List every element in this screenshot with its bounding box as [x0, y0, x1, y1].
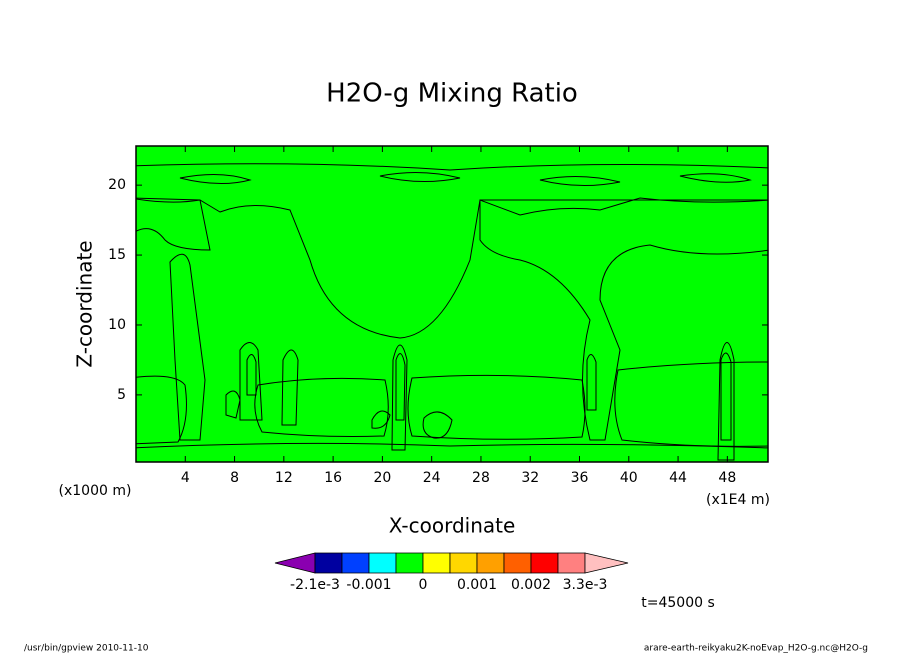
y-tick-label: 5	[117, 387, 126, 403]
x-tick-label: 8	[230, 470, 239, 486]
x-tick-label: 48	[718, 470, 736, 486]
colorbar-segment	[557, 552, 586, 574]
colorbar-segment	[476, 552, 505, 574]
x-tick-label: 32	[521, 470, 539, 486]
x-tick-label: 44	[669, 470, 687, 486]
x-tick-label: 28	[472, 470, 490, 486]
field-yellow-left	[136, 197, 211, 251]
x-tick-label: 20	[373, 470, 391, 486]
colorbar-segment	[274, 552, 316, 574]
footer-left: /usr/bin/gpview 2010-11-10	[24, 644, 149, 654]
colorbar-segment	[368, 552, 397, 574]
field-green	[136, 146, 768, 462]
x-tick-label: 24	[423, 470, 441, 486]
colorbar-segment	[314, 552, 343, 574]
colorbar-segment	[530, 552, 559, 574]
x-unit: (x1E4 m)	[706, 492, 770, 508]
field-yellow-right	[479, 199, 768, 441]
colorbar-tick-label: 0.001	[457, 577, 497, 593]
colorbar-segment	[584, 552, 629, 574]
colorbar-segment	[422, 552, 451, 574]
field-cyan	[136, 361, 768, 447]
x-tick-label: 4	[181, 470, 190, 486]
contour-field	[136, 146, 768, 462]
y-unit: (x1000 m)	[59, 483, 132, 499]
colorbar-tick-label: 0.002	[511, 577, 551, 593]
colorbar-tick-label: -0.001	[346, 577, 391, 593]
x-tick-label: 12	[275, 470, 293, 486]
colorbar-segment	[503, 552, 532, 574]
colorbar-segment	[395, 552, 424, 574]
colorbar-tick-label: 3.3e-3	[563, 577, 608, 593]
colorbar-segment	[449, 552, 478, 574]
time-label: t=45000 s	[641, 595, 715, 611]
footer-right: arare-earth-reikyaku2K-noEvap_H2O-g.nc@H…	[644, 644, 868, 654]
chart-title: H2O-g Mixing Ratio	[326, 79, 578, 109]
field-yellow-top	[136, 163, 768, 339]
y-tick-label: 10	[108, 317, 126, 333]
x-tick-label: 40	[620, 470, 638, 486]
y-axis-label: Z-coordinate	[73, 240, 97, 367]
x-tick-label: 16	[324, 470, 342, 486]
plot-frame	[135, 145, 769, 463]
colorbar-tick-label: -2.1e-3	[290, 577, 340, 593]
field-yellow-column	[169, 253, 735, 461]
colorbar-segment	[341, 552, 370, 574]
y-tick-label: 20	[108, 177, 126, 193]
field-blue	[371, 410, 453, 439]
y-tick-label: 15	[108, 247, 126, 263]
x-axis-label: X-coordinate	[389, 514, 516, 538]
x-tick-label: 36	[571, 470, 589, 486]
colorbar-tick-label: 0	[419, 577, 428, 593]
field-gold	[246, 352, 732, 441]
field-green-blob	[179, 171, 752, 187]
